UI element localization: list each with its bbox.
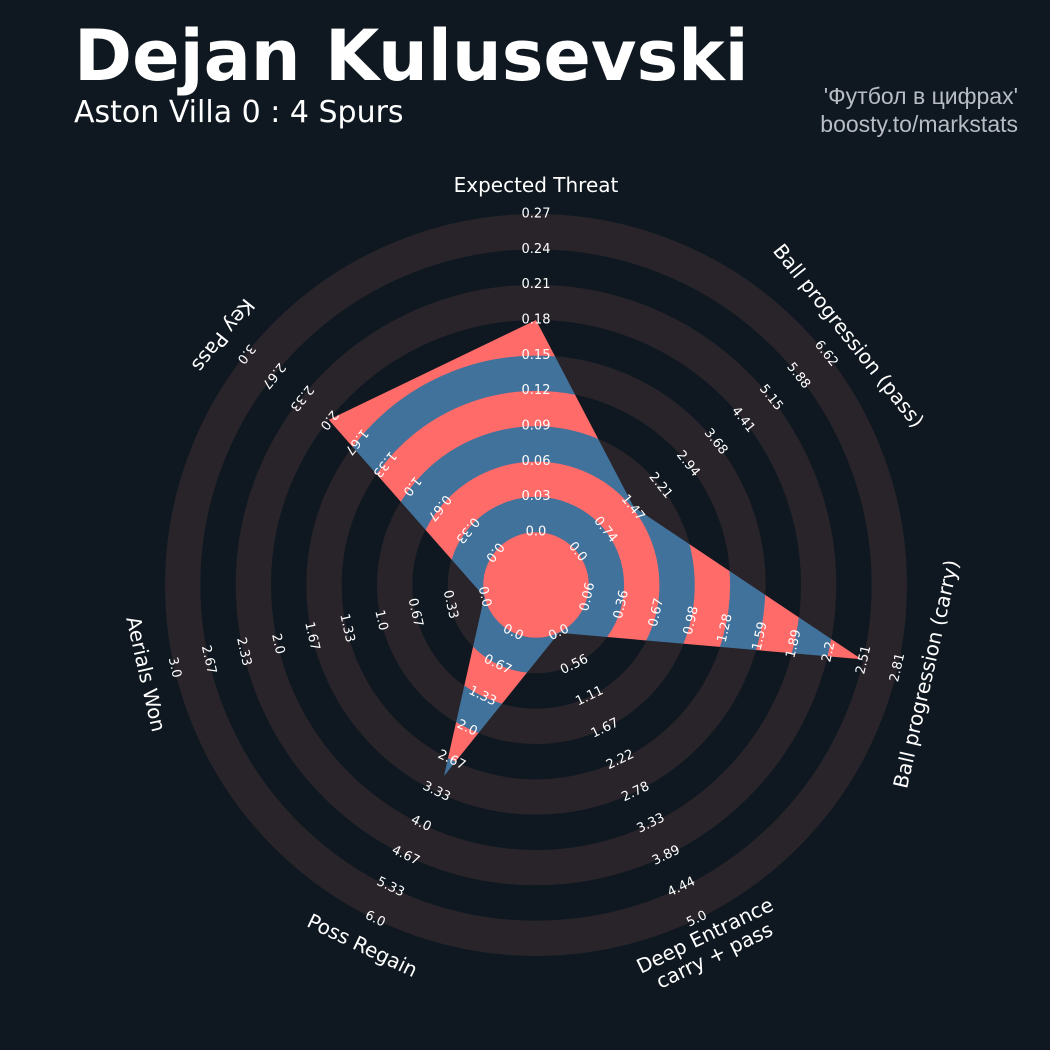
tick-label: 0.15 [522, 348, 551, 363]
tick-label: 1.59 [750, 620, 771, 652]
param-label-line: Expected Threat [454, 173, 619, 197]
credit: boosty.to/markstats [820, 111, 1018, 137]
radar-band [328, 355, 766, 776]
radar-band [483, 532, 589, 638]
param-label: Expected Threat [454, 173, 619, 197]
tick-label: 2.51 [853, 644, 874, 676]
tick-label: 0.09 [522, 419, 551, 434]
tick-label: 0.98 [681, 605, 702, 637]
tick-label: 0.0 [475, 585, 494, 609]
credit: 'Футбол в цифрах' [824, 83, 1018, 109]
tick-label: 2.81 [887, 652, 908, 684]
tick-label: 0.24 [522, 242, 551, 257]
tick-label: 0.12 [522, 383, 551, 398]
tick-label: 1.67 [301, 620, 322, 652]
tick-label: 0.18 [522, 313, 551, 328]
tick-label: 0.36 [611, 589, 632, 621]
tick-label: 0.06 [577, 581, 598, 613]
tick-label: 1.0 [371, 609, 390, 633]
tick-label: 0.21 [522, 277, 551, 292]
tick-label: 0.33 [440, 589, 461, 621]
ring [235, 284, 837, 886]
tick-label: 2.2 [819, 640, 838, 664]
tick-label: 0.67 [405, 597, 426, 629]
tick-label: 0.67 [646, 597, 667, 629]
ring [165, 214, 907, 956]
tick-label: 1.33 [336, 612, 357, 644]
chart-subtitle: Aston Villa 0 : 4 Spurs [74, 95, 404, 130]
tick-label: 0.27 [522, 207, 551, 222]
tick-label: 2.67 [198, 644, 219, 676]
tick-label: 2.0 [268, 632, 287, 656]
tick-label: 0.03 [522, 489, 551, 504]
chart-title: Dejan Kulusevski [74, 15, 749, 97]
tick-label: 1.89 [783, 628, 804, 660]
tick-label: 0.06 [522, 454, 551, 469]
tick-label: 3.0 [165, 656, 184, 680]
tick-label: 1.28 [715, 612, 736, 644]
tick-label: 0.0 [526, 525, 547, 540]
tick-label: 2.33 [233, 636, 254, 668]
